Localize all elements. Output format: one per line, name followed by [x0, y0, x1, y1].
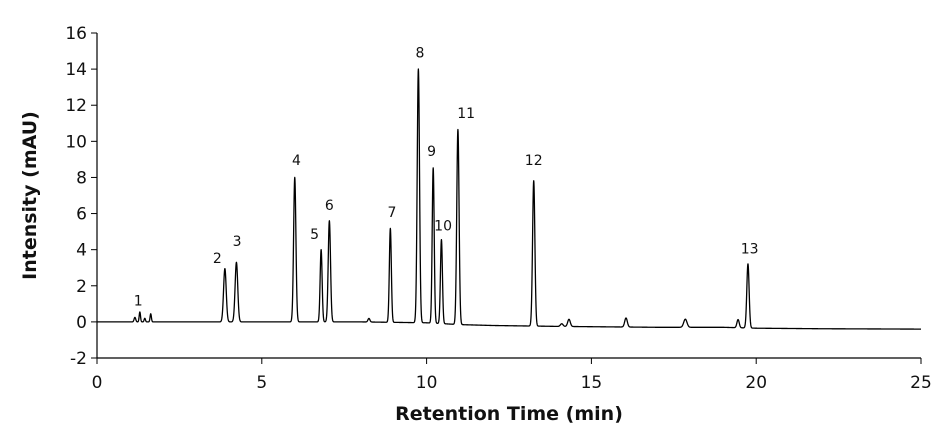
peak-label: 6 — [325, 198, 334, 214]
peak-label: 12 — [525, 153, 543, 169]
peak-label: 5 — [310, 227, 319, 243]
y-tick-label: 0 — [76, 313, 87, 333]
peak-label: 4 — [292, 153, 301, 169]
x-tick-label: 0 — [92, 373, 103, 393]
peak-label: 1 — [134, 294, 143, 310]
x-tick-label: 20 — [745, 373, 767, 393]
y-axis-title: Intensity (mAU) — [19, 111, 41, 280]
chromatogram-trace — [96, 68, 922, 330]
peak-label: 11 — [457, 106, 475, 122]
peak-label: 10 — [434, 219, 452, 235]
series — [96, 68, 922, 330]
y-tick-label: 12 — [65, 96, 87, 116]
y-tick-label: 4 — [76, 241, 87, 261]
peak-label: 7 — [388, 205, 397, 221]
peak-label: 9 — [427, 144, 436, 160]
y-tick-label: 16 — [65, 24, 87, 44]
peak-label: 8 — [416, 45, 425, 61]
y-tick-label: 2 — [76, 277, 87, 297]
x-tick-label: 25 — [910, 373, 932, 393]
y-tick-label: 14 — [65, 60, 87, 80]
peak-label: 13 — [741, 241, 759, 257]
y-tick-label: 10 — [65, 132, 87, 152]
y-tick-label: 8 — [76, 168, 87, 188]
peak-label: 2 — [213, 251, 222, 267]
x-axis-title: Retention Time (min) — [395, 403, 623, 425]
x-tick-label: 5 — [256, 373, 267, 393]
y-tick-label: -2 — [70, 349, 87, 369]
y-tick-label: 6 — [76, 205, 87, 225]
x-tick-label: 15 — [581, 373, 603, 393]
peak-label: 3 — [233, 234, 242, 250]
axes — [96, 33, 921, 359]
x-tick-label: 10 — [416, 373, 438, 393]
